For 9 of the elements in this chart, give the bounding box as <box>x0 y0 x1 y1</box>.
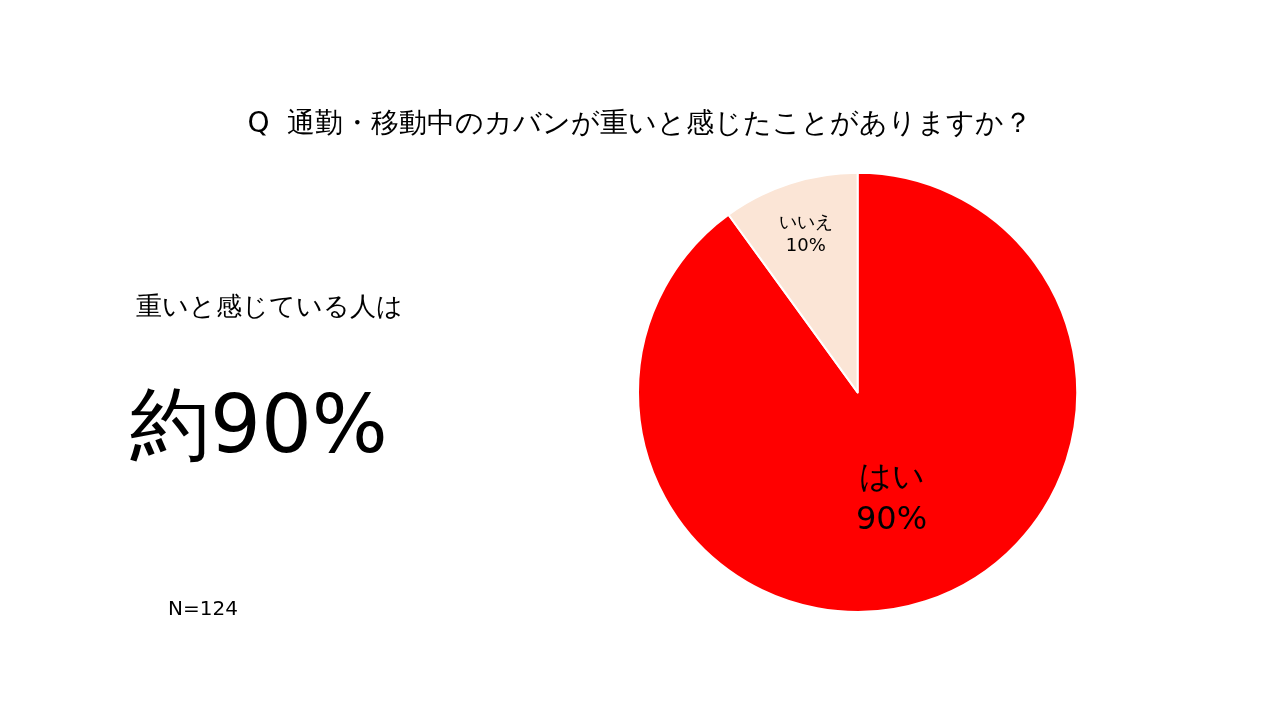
text: N=124 <box>168 596 238 620</box>
slice-label: はい <box>858 457 925 496</box>
text: 約90% <box>130 378 388 471</box>
data-label: 10% <box>785 234 826 256</box>
slice-label: いいえ <box>778 210 833 232</box>
pie-slice <box>637 171 1079 613</box>
text: 重いと感じている人は <box>136 291 403 321</box>
data-label: 90% <box>855 498 928 537</box>
chart-title: Q 通勤・移動中のカバンが重いと感じたことがありますか？ <box>247 106 1033 140</box>
